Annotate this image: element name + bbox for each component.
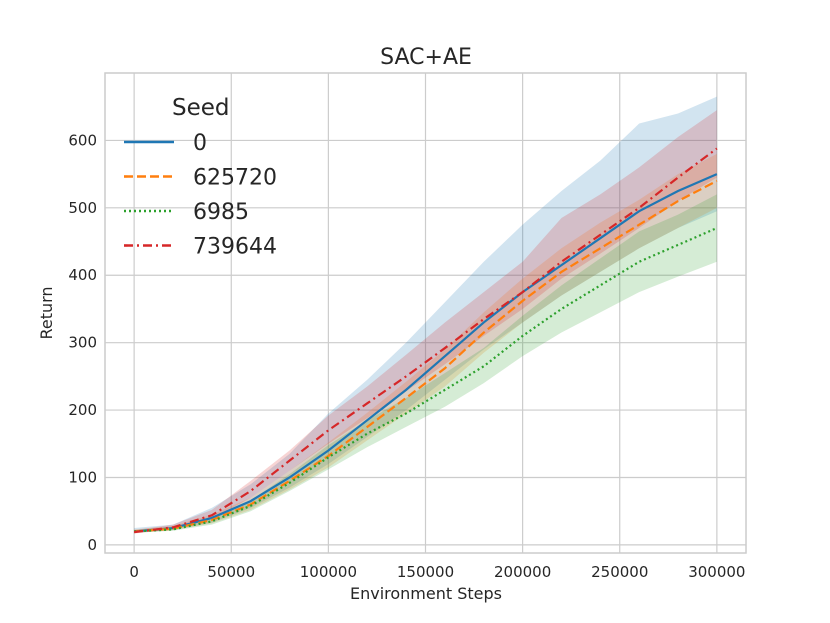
plot-frame (104, 72, 747, 554)
x-tick-label: 100000 (300, 563, 357, 581)
x-tick-label: 200000 (494, 563, 551, 581)
legend-label-739644: 739644 (193, 235, 277, 260)
legend-label-6985: 6985 (193, 200, 249, 225)
series-line-0 (134, 173, 718, 533)
x-tick-label: 150000 (397, 563, 454, 581)
x-tick-label: 300000 (688, 563, 745, 581)
legend: Seed 0 625720 6985 739644 (124, 95, 277, 260)
x-tick-labels: 0 50000 100000 150000 200000 250000 300000 (129, 563, 745, 581)
y-tick-label: 400 (68, 266, 97, 284)
y-tick-label: 600 (68, 131, 97, 149)
legend-title: Seed (172, 95, 230, 121)
series-line-739644 (134, 147, 718, 534)
band-0 (134, 96, 717, 533)
band-739644 (134, 110, 717, 534)
y-tick-label: 200 (68, 401, 97, 419)
band-6985 (134, 194, 717, 533)
y-axis-label: Return (37, 286, 56, 339)
y-tick-label: 500 (68, 199, 97, 217)
series-line-625720 (134, 179, 718, 533)
series-line-6985 (134, 227, 718, 533)
chart-title: SAC+AE (380, 45, 472, 70)
band-625720 (134, 153, 717, 533)
legend-label-625720: 625720 (193, 166, 277, 191)
x-tick-label: 0 (129, 563, 139, 581)
confidence-bands (134, 96, 717, 534)
y-tick-label: 300 (68, 334, 97, 352)
x-tick-label: 50000 (207, 563, 255, 581)
y-tick-label: 100 (68, 468, 97, 486)
y-tick-label: 0 (87, 536, 97, 554)
x-axis-label: Environment Steps (350, 584, 502, 603)
grid (105, 73, 746, 553)
x-tick-label: 250000 (591, 563, 648, 581)
legend-label-0: 0 (193, 131, 207, 156)
series-lines (134, 147, 718, 534)
y-tick-labels: 0 100 200 300 400 500 600 (68, 131, 97, 553)
